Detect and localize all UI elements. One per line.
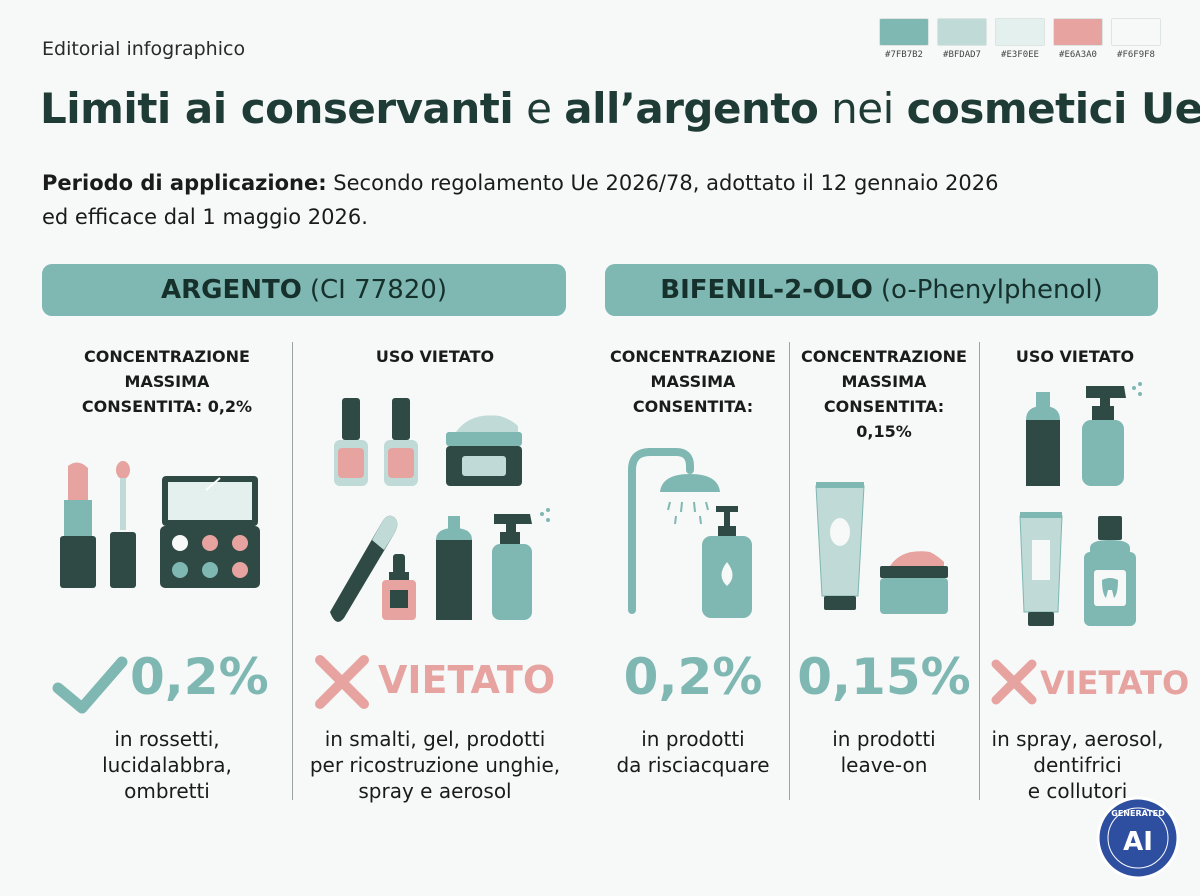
- argento-banned-label: VIETATO: [378, 658, 556, 702]
- application-period: Periodo di applicazione: Secondo regolam…: [42, 171, 999, 229]
- color-palette: #7FB7B2 #BFDAD7 #E3F0EE #E6A3A0 #F6F9F8: [879, 18, 1161, 60]
- argento-banned-products: in smalti, gel, prodotti per ricostruzion…: [309, 727, 561, 803]
- check-icon: [52, 656, 128, 714]
- ai-generated-badge-icon: GENERATED AI: [1096, 796, 1180, 880]
- bifenil-rinse-off-heading: CONCENTRAZIONE MASSIMA CONSENTITA:: [610, 347, 776, 416]
- bifenil-banned-products: in spray, aerosol, dentifrici e collutori: [991, 727, 1164, 803]
- bifenil-banned-use-heading: USO VIETATO: [1015, 347, 1135, 366]
- toothpaste-tube-icon: [1019, 512, 1063, 626]
- cream-jar-icon: [446, 415, 522, 486]
- column-divider: [789, 342, 790, 800]
- pump-bottle-icon: [702, 506, 752, 618]
- cream-tube-icon: [815, 482, 865, 610]
- argento-max-value: 0,2%: [130, 648, 269, 706]
- bifenil-banned-label: VIETATO: [1040, 664, 1190, 702]
- lipstick-icon: [60, 462, 96, 588]
- aerosol-can-icon: [1026, 392, 1060, 486]
- bifenil-leave-on-heading: CONCENTRAZIONE MASSIMA CONSENTITA: 0,15%: [801, 347, 967, 441]
- palette-swatch: #BFDAD7: [937, 18, 987, 60]
- argento-max-concentration-heading: CONCENTRAZIONE MASSIMA CONSENTITA: 0,2%: [81, 347, 253, 416]
- eyebrow-label: Editorial infographico: [42, 38, 246, 60]
- palette-swatch: #E6A3A0: [1053, 18, 1103, 60]
- banner-bifenil: BIFENIL-2-OLO (o-Phenylphenol): [605, 264, 1158, 316]
- badge-ai: AI: [1123, 827, 1153, 857]
- column-divider: [292, 342, 293, 800]
- argento-allowed-products: in rossetti, lucidalabbra, ombretti: [102, 727, 232, 803]
- palette-swatch: #E3F0EE: [995, 18, 1045, 60]
- bifenil-rinse-off-value: 0,2%: [623, 648, 763, 706]
- cream-jar-icon: [880, 551, 948, 614]
- bifenil-rinse-off-products: in prodotti da risciacquare: [616, 727, 770, 777]
- argento-banned-use-heading: USO VIETATO: [375, 347, 495, 366]
- spray-bottle-icon: [1082, 382, 1142, 486]
- cross-icon: [991, 659, 1037, 705]
- nail-polish-icon: [334, 398, 418, 486]
- spray-bottle-icon: [492, 508, 550, 620]
- palette-swatch: #7FB7B2: [879, 18, 929, 60]
- nail-file-icon: [330, 515, 398, 622]
- palette-swatch: #F6F9F8: [1111, 18, 1161, 60]
- mouthwash-bottle-icon: [1084, 516, 1136, 626]
- banner-argento: ARGENTO (CI 77820): [42, 264, 566, 316]
- bifenil-leave-on-value: 0,15%: [797, 648, 971, 706]
- eyeshadow-palette-icon: [160, 476, 260, 588]
- bifenil-leave-on-products: in prodotti leave-on: [832, 727, 936, 777]
- column-divider: [979, 342, 980, 800]
- cross-icon: [315, 655, 369, 709]
- dropper-bottle-icon: [382, 554, 416, 620]
- page-title: Limiti ai conservanti e all’argento nei …: [40, 84, 1200, 133]
- badge-label: GENERATED: [1111, 809, 1165, 818]
- aerosol-can-icon: [436, 516, 472, 620]
- shower-icon: [628, 448, 720, 614]
- lip-gloss-icon: [110, 461, 136, 588]
